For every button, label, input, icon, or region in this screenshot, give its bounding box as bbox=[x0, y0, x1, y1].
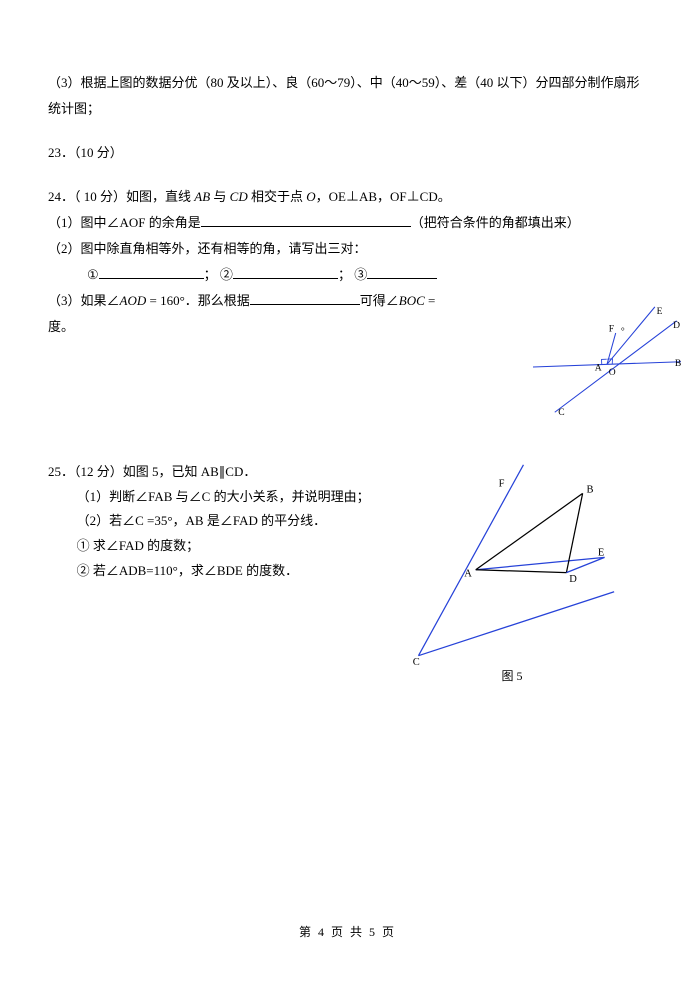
sep1: ； bbox=[204, 267, 217, 282]
q24-p1b: （把符合条件的角都填出来） bbox=[411, 215, 580, 230]
q25-p2-2: ② 若∠ADB=110°，求∠BDE 的度数． bbox=[48, 559, 378, 584]
svg-text:O: O bbox=[609, 367, 616, 378]
svg-text:C: C bbox=[558, 407, 564, 418]
q25-block: 25．（12 分）如图 5，已知 AB∥CD． （1）判断∠FAB 与∠C 的大… bbox=[48, 460, 647, 583]
svg-text:D: D bbox=[569, 574, 577, 585]
svg-text:A: A bbox=[464, 568, 472, 579]
svg-text:E: E bbox=[657, 306, 663, 317]
q24-p3c: 可得∠ bbox=[360, 293, 399, 308]
q24-p3d: = bbox=[425, 293, 436, 308]
q25-p2: （2）若∠C =35°，AB 是∠FAD 的平分线． bbox=[48, 509, 378, 534]
q24-mid1: 与 bbox=[210, 189, 230, 204]
svg-text:B: B bbox=[675, 358, 681, 369]
q24-p2-1: ① bbox=[87, 267, 99, 282]
figure-25-caption: 图 5 bbox=[501, 664, 522, 688]
q24-p3a: （3）如果∠ bbox=[48, 293, 120, 308]
q25-stem: 25．（12 分）如图 5，已知 AB∥CD． bbox=[48, 460, 378, 485]
q24-p2-list: ①； ②； ③ bbox=[48, 262, 647, 288]
q25-p2-1: ① 求∠FAD 的度数； bbox=[48, 534, 378, 559]
blank-eq2[interactable] bbox=[233, 264, 338, 279]
figure-24-svg: A B C DE F O ° bbox=[533, 300, 681, 420]
blank-eq1[interactable] bbox=[99, 264, 204, 279]
svg-text:D: D bbox=[673, 320, 680, 331]
q24-p2-2: ② bbox=[220, 267, 233, 282]
q24-p1: （1）图中∠AOF 的余角是 （把符合条件的角都填出来） bbox=[48, 210, 647, 236]
q24-mid2: 相交于点 bbox=[248, 189, 307, 204]
q24-p2: （2）图中除直角相等外，还有相等的角，请写出三对： bbox=[48, 236, 647, 262]
svg-text:F: F bbox=[609, 323, 614, 334]
q24-stem: 24．（ 10 分）如图，直线 AB 与 CD 相交于点 O，OE⊥AB，OF⊥… bbox=[48, 184, 647, 210]
sep2: ； bbox=[338, 267, 351, 282]
q24-o: O bbox=[306, 189, 315, 204]
q24-stem-a: 24．（ 10 分）如图，直线 bbox=[48, 189, 194, 204]
blank-aof[interactable] bbox=[201, 212, 411, 227]
svg-text:F: F bbox=[499, 479, 505, 490]
q22-part3: （3）根据上图的数据分优（80 及以上）、良（60～79）、中（40～59）、差… bbox=[48, 70, 647, 122]
q24-mid3: ，OE⊥AB，OF⊥CD。 bbox=[316, 189, 451, 204]
q24-p3b: = 160°．那么根据 bbox=[146, 293, 250, 308]
q25-text: 25．（12 分）如图 5，已知 AB∥CD． （1）判断∠FAB 与∠C 的大… bbox=[48, 460, 378, 583]
figure-25-svg: A B C D E F bbox=[407, 460, 617, 670]
q23: 23．（10 分） bbox=[48, 140, 647, 166]
blank-eq3[interactable] bbox=[367, 264, 437, 279]
svg-text:A: A bbox=[595, 362, 602, 373]
figure-25: ABCDEF 图 5 bbox=[407, 460, 617, 680]
svg-text:°: ° bbox=[621, 326, 625, 337]
page: （3）根据上图的数据分优（80 及以上）、良（60～79）、中（40～59）、差… bbox=[0, 0, 695, 982]
figure-24: A B C DE F O ° bbox=[533, 300, 681, 420]
q24-cd: CD bbox=[230, 189, 248, 204]
blank-reason[interactable] bbox=[250, 290, 360, 305]
q24-aod: AOD bbox=[120, 293, 147, 308]
q24-ab: AB bbox=[194, 189, 210, 204]
svg-text:C: C bbox=[413, 657, 420, 668]
q25-p1: （1）判断∠FAB 与∠C 的大小关系，并说明理由； bbox=[48, 485, 378, 510]
svg-text:E: E bbox=[598, 547, 604, 558]
q24-boc: BOC bbox=[399, 293, 425, 308]
page-footer: 第 4 页 共 5 页 bbox=[299, 920, 396, 944]
q24-p1a: （1）图中∠AOF 的余角是 bbox=[48, 215, 201, 230]
q24-p2-3: ③ bbox=[354, 267, 367, 282]
svg-text:B: B bbox=[586, 484, 593, 495]
